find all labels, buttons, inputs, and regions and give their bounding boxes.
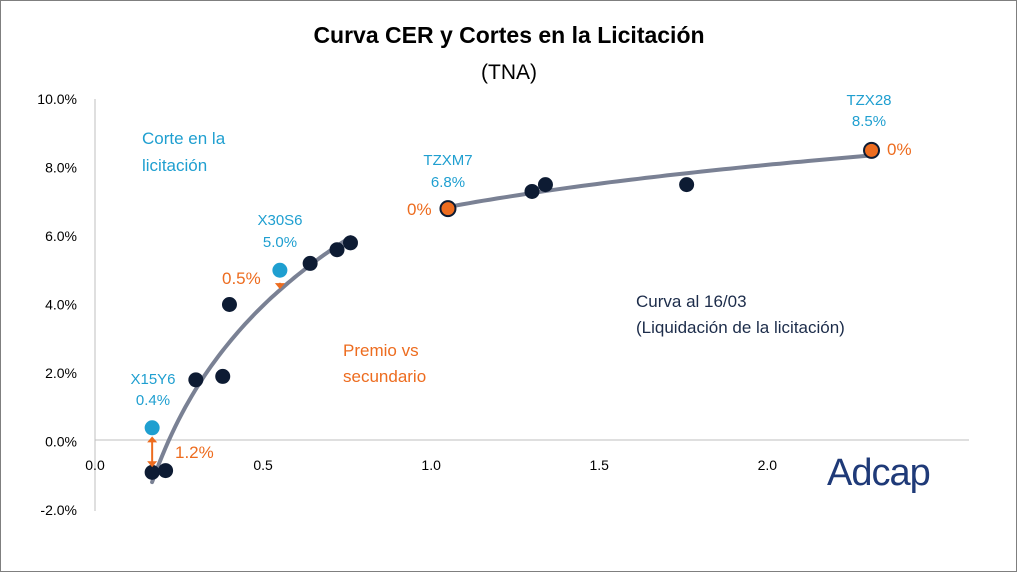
y-tick-label: 2.0%: [45, 365, 77, 381]
secondary-point: [144, 464, 160, 480]
auction-cut-point: [863, 141, 881, 159]
legend-premio-line2: secundario: [343, 367, 426, 386]
premium-arrow-head-down: [274, 283, 285, 290]
legend-premio-line1: Premio vs: [343, 341, 419, 360]
premium-label-tzxm7: 0%: [407, 200, 432, 219]
chart-title: Curva CER y Cortes en la Licitación: [313, 22, 704, 48]
secondary-point: [342, 235, 358, 251]
y-tick-label: 4.0%: [45, 297, 77, 313]
y-tick-label: 8.0%: [45, 160, 77, 176]
premium-arrow-head-up: [147, 436, 158, 443]
premium-arrow-head-down: [147, 461, 158, 468]
bond-value-x30s6: 5.0%: [263, 234, 297, 251]
fitted-curve-segment-0: [150, 235, 353, 485]
fitted-curves: [150, 153, 874, 485]
secondary-point: [158, 463, 174, 479]
auction-cut-point: [144, 420, 160, 436]
secondary-point: [679, 177, 695, 193]
secondary-point: [302, 255, 318, 271]
y-tick-label: -2.0%: [40, 502, 77, 518]
premium-label-x30s6: 0.5%: [222, 269, 261, 288]
x-tick-label: 0.5: [253, 457, 273, 473]
auction-cut-points: [144, 141, 881, 436]
bond-value-tzx28: 8.5%: [852, 113, 886, 130]
legend-corte-line2: licitación: [142, 156, 207, 175]
secondary-point: [221, 297, 237, 312]
x-tick-label: 2.0: [758, 457, 778, 473]
legend-curva-line2: (Liquidación de la licitación): [636, 318, 845, 337]
y-tick-labels: 10.0% 8.0% 6.0% 4.0% 2.0% 0.0% -2.0%: [37, 91, 77, 518]
secondary-point: [215, 368, 231, 384]
premium-arrows: [147, 282, 285, 468]
secondary-point: [524, 183, 540, 199]
x-tick-label: 0.0: [85, 457, 105, 473]
y-tick-label: 0.0%: [45, 434, 77, 450]
legend-corte-line1: Corte en la: [142, 129, 226, 148]
auction-cut-point: [439, 200, 457, 218]
fitted-curve-segment-1: [446, 153, 874, 209]
legend-curva-line1: Curva al 16/03: [636, 292, 747, 311]
secondary-point: [537, 177, 553, 193]
secondary-point: [188, 372, 204, 388]
bond-value-x15y6: 0.4%: [136, 392, 170, 409]
x-tick-label: 1.5: [589, 457, 609, 473]
secondary-points: [144, 142, 880, 480]
auction-cut-point: [272, 262, 288, 278]
secondary-point: [329, 242, 345, 258]
premium-label-x15y6: 1.2%: [175, 443, 214, 462]
bond-label-tzx28: TZX28: [846, 92, 891, 109]
chart-subtitle: (TNA): [481, 61, 537, 84]
x-tick-label: 1.0: [421, 457, 441, 473]
y-tick-label: 10.0%: [37, 91, 77, 107]
bond-label-x15y6: X15Y6: [130, 371, 175, 388]
bond-label-tzxm7: TZXM7: [423, 152, 472, 169]
y-tick-label: 6.0%: [45, 228, 77, 244]
adcap-logo: Adcap: [827, 452, 930, 494]
premium-label-tzx28: 0%: [887, 140, 912, 159]
x-tick-labels: 0.0 0.5 1.0 1.5 2.0: [85, 457, 777, 473]
bond-value-tzxm7: 6.8%: [431, 174, 465, 191]
bond-label-x30s6: X30S6: [257, 212, 302, 229]
